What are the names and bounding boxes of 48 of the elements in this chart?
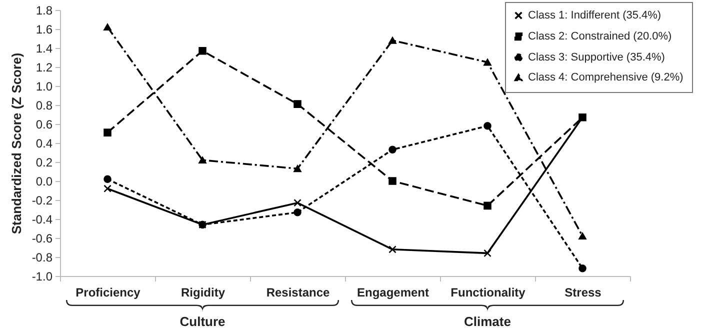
x-tick-label: Functionality: [450, 286, 526, 300]
text: Culture: [180, 314, 226, 329]
point: [198, 46, 206, 55]
point: [294, 165, 302, 172]
y-axis-title: Standardized Score (Z Score): [8, 52, 24, 234]
point: [104, 184, 112, 192]
y-tick-label: -0.4: [32, 212, 53, 226]
point: [578, 232, 586, 240]
y-tick-label: -1.0: [32, 270, 53, 284]
y-tick-label: -0.8: [32, 250, 53, 264]
point: [388, 246, 396, 254]
point: [104, 128, 112, 136]
y-tick-label: 1.8: [36, 4, 53, 18]
y-tick-label: 0.0: [36, 174, 53, 188]
x-tick-label: Proficiency: [76, 286, 141, 300]
y-tick-label: 0.2: [36, 156, 53, 170]
y-tick-label: -0.2: [32, 194, 53, 208]
point: [198, 156, 206, 164]
y-tick-label: 0.8: [36, 98, 53, 112]
point: [484, 122, 492, 130]
point: [484, 202, 492, 210]
text: Climate: [464, 314, 511, 329]
x-tick-label: Stress: [564, 286, 602, 300]
y-tick-label: 0.6: [36, 118, 53, 132]
y-tick-label: 0.4: [36, 136, 53, 150]
point: [484, 58, 492, 66]
y-tick-label: 1.0: [36, 80, 53, 94]
legend-label: Class 3: Supportive (35.4%): [528, 52, 665, 64]
point: [104, 24, 112, 31]
y-tick-label: 1.4: [36, 42, 53, 56]
point: [578, 264, 586, 272]
point: [294, 100, 302, 108]
x-tick-label: Rigidity: [181, 286, 226, 300]
x-tick-label: Engagement: [356, 286, 430, 300]
point: [484, 249, 492, 258]
point: [388, 36, 396, 44]
x-tick-label: Resistance: [266, 286, 330, 300]
legend-label: Class 4: Comprehensive (9.2%): [528, 72, 684, 84]
point: [388, 177, 396, 185]
point: [388, 146, 396, 154]
y-tick-label: 1.2: [36, 60, 53, 74]
y-tick-label: -0.6: [32, 232, 53, 246]
point: [294, 198, 302, 207]
point: [104, 175, 112, 183]
y-tick-label: 1.6: [36, 22, 53, 36]
legend-label: Class 1: Indifferent (35.4%): [528, 10, 662, 22]
legend-label: Class 2: Constrained (20.0%): [528, 30, 672, 42]
point: [294, 208, 302, 216]
